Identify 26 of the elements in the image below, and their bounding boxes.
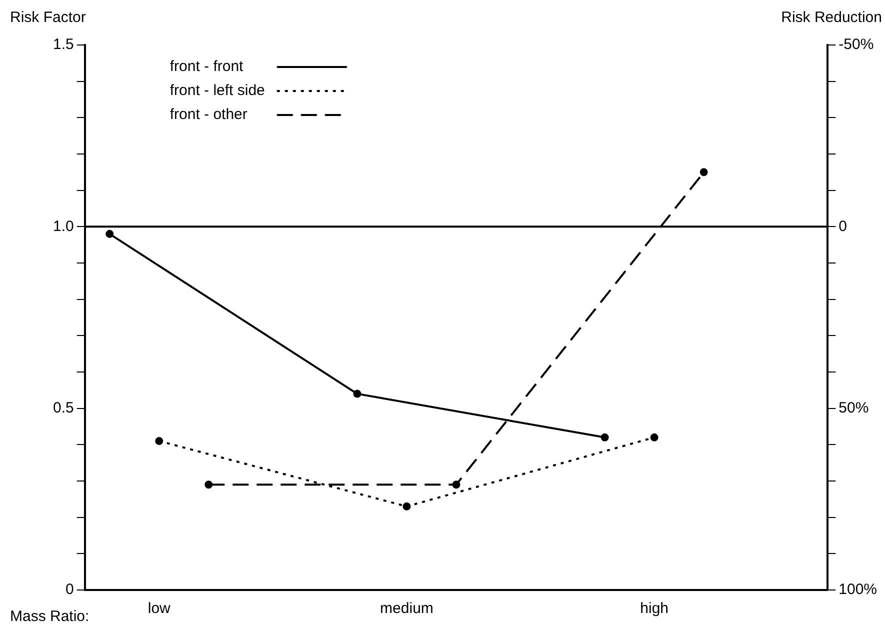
- point: [700, 168, 708, 176]
- x-tick-label: medium: [380, 600, 434, 618]
- y2-tick-label: 0: [838, 218, 847, 235]
- x-axis-title: Mass Ratio:: [10, 608, 90, 626]
- y-tick-label: 0.5: [52, 399, 74, 416]
- y2-tick-label: 100%: [838, 581, 878, 598]
- x-tick-label: high: [640, 600, 668, 618]
- y-axis-title: Risk Factor: [10, 9, 86, 26]
- point: [452, 480, 460, 489]
- legend-label: front - left side: [170, 82, 265, 100]
- y-tick-label: 0: [66, 581, 74, 598]
- point: [106, 230, 114, 238]
- point: [402, 502, 411, 510]
- point: [600, 433, 609, 442]
- y2-tick-label: -50%: [838, 36, 874, 54]
- y-tick-label: 1.5: [52, 36, 74, 54]
- point: [353, 390, 362, 398]
- legend-label: front - other: [170, 106, 248, 124]
- y-tick-label: 1.0: [52, 218, 74, 235]
- x-tick-label: low: [148, 600, 171, 618]
- point: [155, 437, 164, 446]
- y2-axis-title: Risk Reduction: [781, 9, 882, 26]
- point: [650, 433, 658, 442]
- legend-label: front - front: [170, 58, 244, 76]
- y2-tick-label: 50%: [838, 399, 869, 416]
- point: [204, 480, 213, 489]
